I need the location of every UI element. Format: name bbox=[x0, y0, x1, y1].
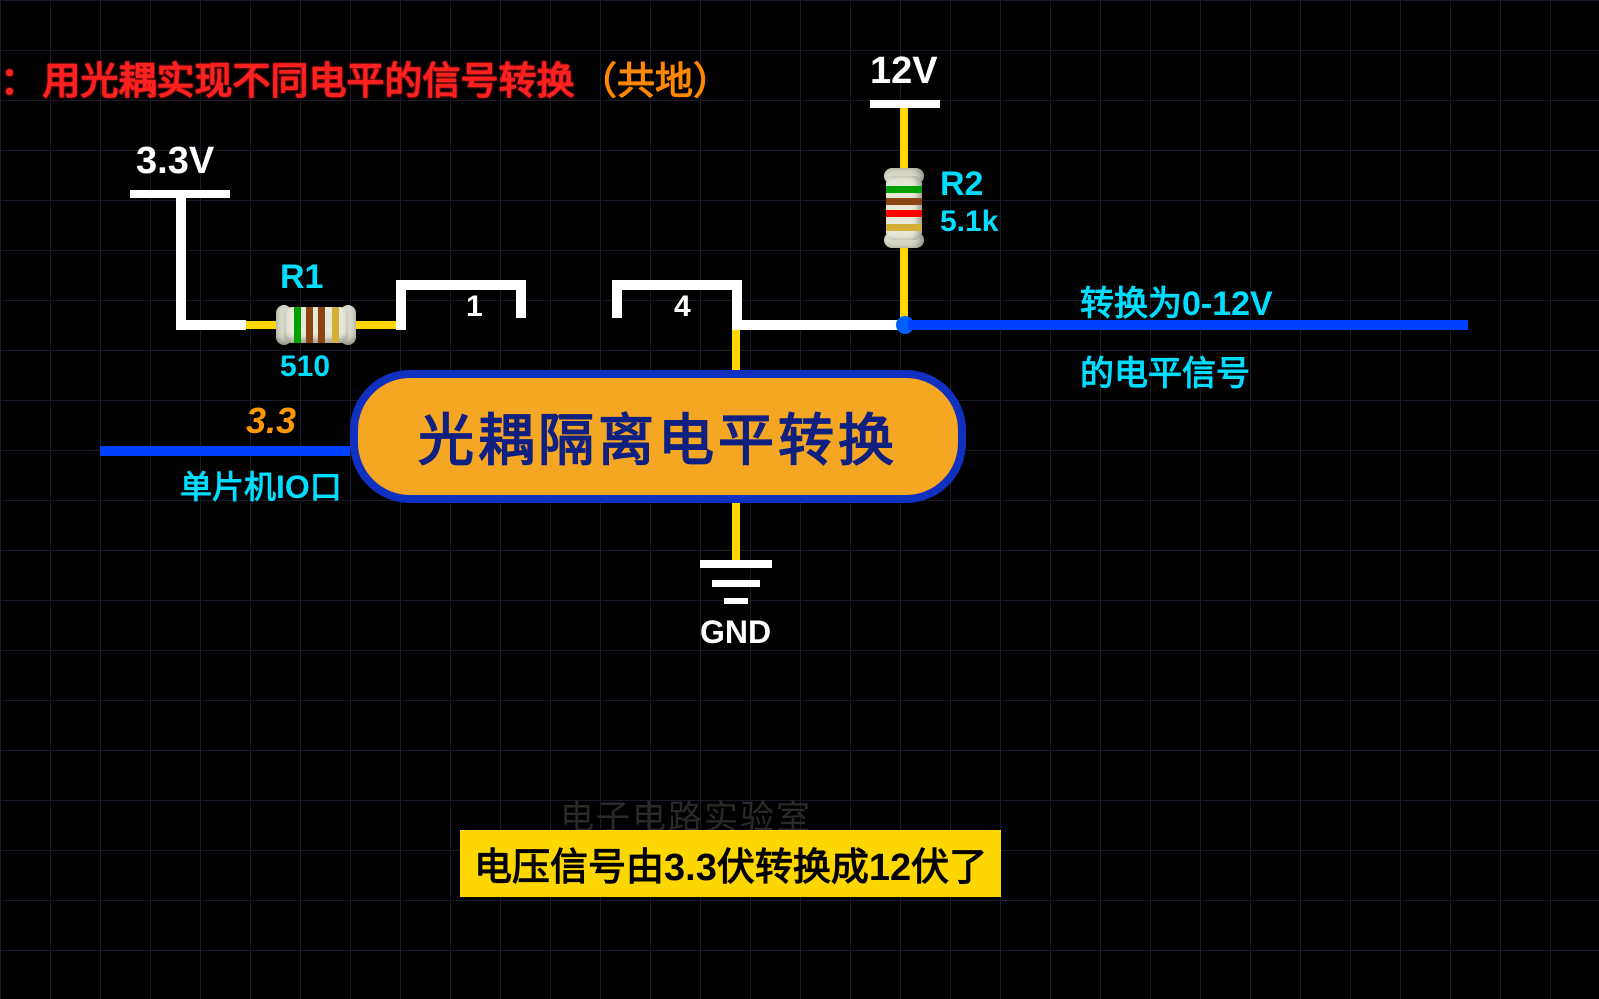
label-r1-value: 510 bbox=[280, 350, 330, 384]
opto-top-left-down bbox=[516, 280, 526, 318]
rail-12v bbox=[870, 100, 940, 108]
title-main: 用光耦实现不同电平的信号转换 bbox=[42, 61, 574, 103]
opto-top-right bbox=[612, 280, 742, 290]
wire-r1-lead-left bbox=[246, 321, 276, 329]
opto-top-left bbox=[396, 280, 516, 290]
title-paren: （共地） bbox=[579, 61, 731, 103]
pin-1: 1 bbox=[466, 290, 483, 324]
gnd-bar-3 bbox=[724, 598, 748, 604]
label-3v3: 3.3V bbox=[136, 140, 214, 183]
label-mcu-io: 单片机IO口 bbox=[180, 462, 342, 508]
label-3v3-signal: 3.3 bbox=[246, 400, 296, 442]
wire-pin4-out bbox=[732, 320, 908, 330]
wire-r1-lead-right bbox=[356, 321, 396, 329]
wire-12v-down bbox=[900, 108, 908, 168]
resistor-r1 bbox=[276, 305, 356, 345]
wire-mcu-io bbox=[100, 446, 350, 456]
label-output-1: 转换为0-12V bbox=[1080, 276, 1273, 325]
center-badge: 光耦隔离电平转换 bbox=[350, 370, 966, 503]
label-12v: 12V bbox=[870, 50, 938, 93]
gnd-bar-2 bbox=[712, 580, 760, 587]
label-r2-name: R2 bbox=[940, 165, 983, 204]
rail-3v3 bbox=[130, 190, 230, 198]
wire-3v3-down bbox=[176, 198, 186, 328]
label-r2-value: 5.1k bbox=[940, 205, 998, 239]
label-gnd: GND bbox=[700, 614, 771, 651]
gnd-bar-1 bbox=[700, 560, 772, 568]
label-output-2: 的电平信号 bbox=[1080, 346, 1250, 395]
title-prefix: ： bbox=[0, 61, 38, 103]
caption: 电压信号由3.3伏转换成12伏了 bbox=[460, 830, 1001, 897]
title-row: ： 用光耦实现不同电平的信号转换 （共地） bbox=[0, 50, 731, 105]
resistor-r2 bbox=[884, 168, 924, 248]
label-r1-name: R1 bbox=[280, 258, 323, 297]
wire-to-r1 bbox=[176, 320, 246, 330]
pin-4: 4 bbox=[674, 290, 691, 324]
